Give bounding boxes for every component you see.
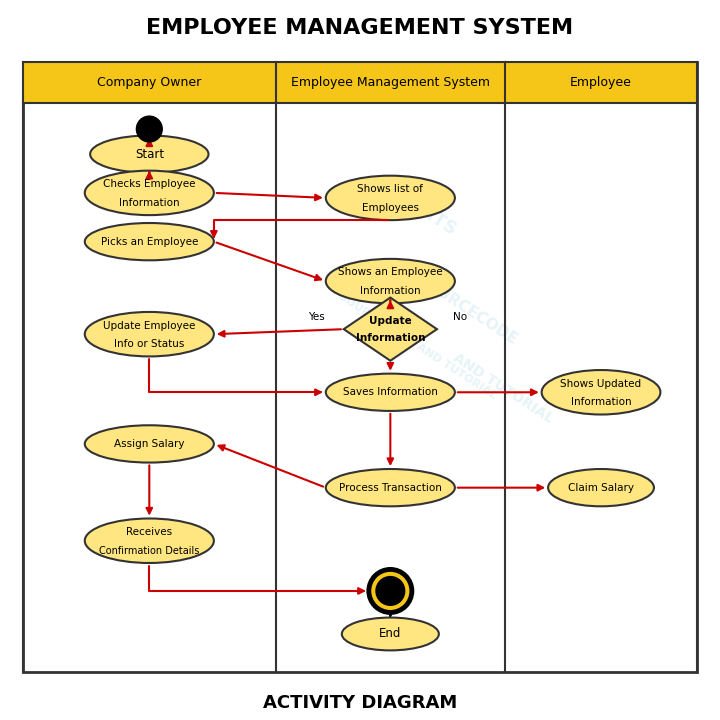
Ellipse shape: [85, 171, 214, 215]
Ellipse shape: [85, 426, 214, 462]
Text: Information: Information: [360, 286, 420, 296]
Text: Start: Start: [135, 148, 164, 161]
Text: No: No: [453, 312, 467, 322]
Text: Update: Update: [369, 315, 412, 325]
Text: SOURCECODE: SOURCECODE: [415, 271, 521, 348]
Text: Shows Updated: Shows Updated: [560, 379, 642, 389]
Text: EMPLOYEE MANAGEMENT SYSTEM: EMPLOYEE MANAGEMENT SYSTEM: [146, 18, 574, 38]
Text: Information: Information: [356, 333, 425, 343]
Text: Employee: Employee: [570, 76, 632, 89]
Circle shape: [136, 116, 162, 142]
Ellipse shape: [85, 518, 214, 563]
Text: Shows an Employee: Shows an Employee: [338, 268, 443, 277]
Text: Picks an Employee: Picks an Employee: [101, 237, 198, 247]
Text: ELITS: ELITS: [403, 194, 460, 239]
Text: Process Transaction: Process Transaction: [339, 482, 442, 492]
FancyBboxPatch shape: [23, 63, 697, 103]
Text: Employee Management System: Employee Management System: [291, 76, 490, 89]
Ellipse shape: [548, 469, 654, 506]
Text: Company Owner: Company Owner: [97, 76, 202, 89]
Text: Information: Information: [119, 198, 179, 208]
Ellipse shape: [325, 374, 455, 411]
Text: SOURCE CODE AND TUTORIAL: SOURCE CODE AND TUTORIAL: [337, 291, 498, 400]
Text: Checks Employee: Checks Employee: [103, 179, 196, 189]
Ellipse shape: [85, 312, 214, 356]
Text: ACTIVITY DIAGRAM: ACTIVITY DIAGRAM: [263, 694, 457, 712]
Text: Update Employee: Update Employee: [103, 320, 196, 330]
Circle shape: [369, 570, 412, 613]
Ellipse shape: [541, 370, 660, 415]
Text: Confirmation Details: Confirmation Details: [99, 546, 199, 556]
Ellipse shape: [325, 259, 455, 303]
Text: Shows list of: Shows list of: [357, 184, 423, 194]
Ellipse shape: [342, 618, 439, 650]
Ellipse shape: [90, 135, 209, 173]
Text: Saves Information: Saves Information: [343, 387, 438, 397]
Text: Info or Status: Info or Status: [114, 339, 184, 349]
Circle shape: [376, 577, 405, 606]
Text: Receives: Receives: [126, 527, 172, 537]
Ellipse shape: [325, 469, 455, 506]
Text: AND TUTORIAL: AND TUTORIAL: [451, 351, 556, 426]
Ellipse shape: [85, 223, 214, 261]
Text: Information: Information: [571, 397, 631, 408]
Polygon shape: [343, 297, 437, 361]
Text: Yes: Yes: [308, 312, 325, 322]
Text: Claim Salary: Claim Salary: [568, 482, 634, 492]
Text: End: End: [379, 627, 402, 641]
Ellipse shape: [325, 176, 455, 220]
Text: Assign Salary: Assign Salary: [114, 439, 184, 449]
Text: Employees: Employees: [362, 203, 419, 213]
